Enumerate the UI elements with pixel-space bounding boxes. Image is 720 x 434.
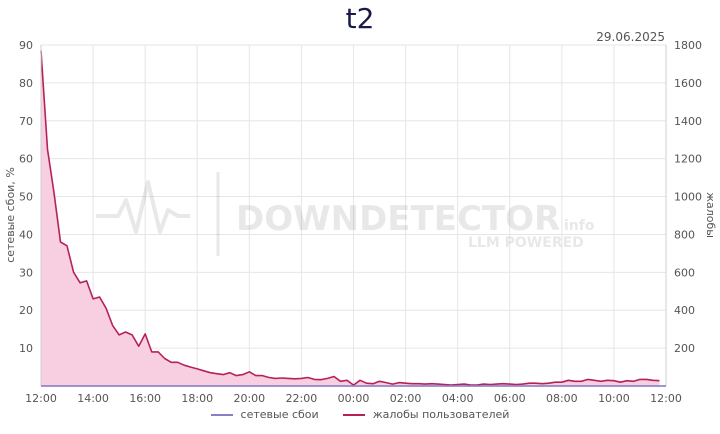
axes xyxy=(40,45,667,387)
y-left-tick-label: 20 xyxy=(19,304,33,317)
x-tick-label: 10:00 xyxy=(598,392,630,405)
complaints-line xyxy=(40,50,660,386)
y-left-ticks: 10 20 30 40 50 60 70 80 90 xyxy=(19,39,33,355)
y-right-tick-label: 800 xyxy=(674,228,695,241)
y-left-tick-label: 90 xyxy=(19,39,33,52)
y-right-tick-label: 600 xyxy=(674,266,695,279)
legend-label-failures: сетевые сбои xyxy=(240,408,319,421)
x-tick-label: 14:00 xyxy=(77,392,109,405)
y-right-tick-label: 1400 xyxy=(674,115,702,128)
x-tick-label: 00:00 xyxy=(338,392,370,405)
y-left-tick-label: 40 xyxy=(19,228,33,241)
watermark-main: DOWNDETECTOR xyxy=(236,199,560,239)
y-right-tick-label: 1000 xyxy=(674,191,702,204)
watermark: DOWNDETECTOR info LLM POWERED xyxy=(96,172,595,256)
x-tick-label: 22:00 xyxy=(286,392,318,405)
watermark-sub: LLM POWERED xyxy=(468,235,584,251)
y-left-axis-title: сетевые сбои, % xyxy=(4,167,17,263)
x-ticks: 12:00 14:00 16:00 18:00 20:00 22:00 00:00 02:00… xyxy=(25,392,682,405)
x-tick-label: 02:00 xyxy=(390,392,422,405)
legend-item-failures[interactable]: сетевые сбои xyxy=(210,408,319,421)
y-right-ticks: 200 400 600 800 1000 1200 1400 1600 1800 xyxy=(674,39,702,355)
x-tick-label: 20:00 xyxy=(233,392,265,405)
y-left-tick-label: 30 xyxy=(19,266,33,279)
y-right-tick-label: 400 xyxy=(674,304,695,317)
legend-label-complaints: жалобы пользователей xyxy=(372,408,510,421)
y-right-tick-label: 200 xyxy=(674,342,695,355)
x-tick-label: 04:00 xyxy=(442,392,474,405)
chart-title: t2 xyxy=(345,2,375,35)
watermark-suffix: info xyxy=(564,218,595,234)
y-left-tick-label: 60 xyxy=(19,153,33,166)
chart-date: 29.06.2025 xyxy=(596,30,665,44)
x-tick-label: 12:00 xyxy=(650,392,682,405)
x-tick-label: 06:00 xyxy=(494,392,526,405)
y-left-tick-label: 50 xyxy=(19,191,33,204)
x-tick-label: 12:00 xyxy=(25,392,57,405)
y-left-tick-label: 80 xyxy=(19,77,33,90)
complaints-area xyxy=(41,50,660,386)
y-right-tick-label: 1800 xyxy=(674,39,702,52)
legend-swatch-complaints xyxy=(342,413,365,416)
y-left-tick-label: 70 xyxy=(19,115,33,128)
legend-item-complaints[interactable]: жалобы пользователей xyxy=(342,408,510,421)
legend-swatch-failures xyxy=(210,413,233,416)
legend: сетевые сбои жалобы пользователей xyxy=(0,408,720,421)
x-tick-label: 16:00 xyxy=(129,392,161,405)
watermark-pulse-icon xyxy=(96,180,190,234)
x-tick-label: 18:00 xyxy=(181,392,213,405)
y-left-tick-label: 10 xyxy=(19,342,33,355)
y-right-axis-title: жалобы xyxy=(704,192,717,238)
y-right-tick-label: 1600 xyxy=(674,77,702,90)
y-right-tick-label: 1200 xyxy=(674,153,702,166)
x-tick-label: 08:00 xyxy=(546,392,578,405)
